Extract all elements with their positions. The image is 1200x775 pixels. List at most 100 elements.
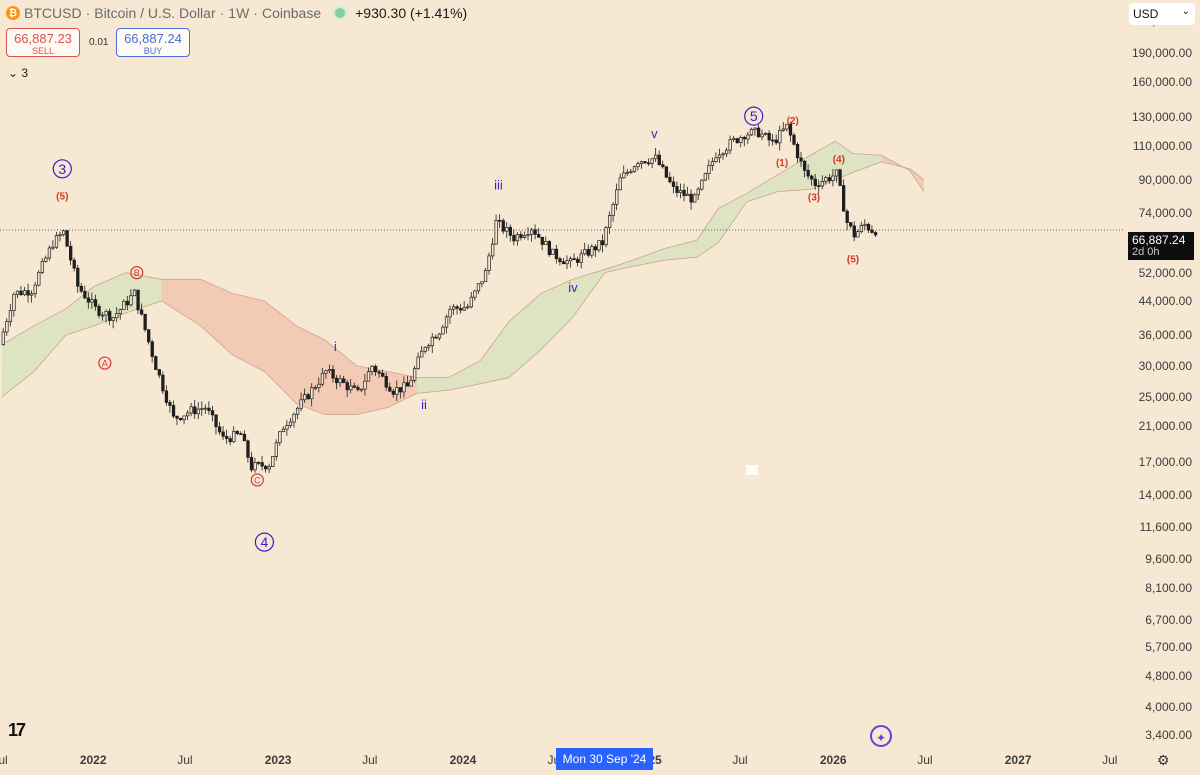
- candle-body: [221, 431, 225, 437]
- price-tick-label: 44,000.00: [1138, 293, 1192, 308]
- ichimoku-cloud-segment: [200, 279, 233, 355]
- candle-body: [125, 300, 130, 306]
- price-tick-label: 14,000.00: [1138, 487, 1192, 502]
- buy-button[interactable]: 66,887.24 BUY: [116, 28, 190, 57]
- candle-body: [345, 382, 349, 391]
- magic-wand-icon[interactable]: ✦: [870, 725, 892, 747]
- candle-body: [274, 442, 278, 457]
- ichimoku-cloud-segment: [480, 321, 510, 384]
- candle-body: [129, 295, 133, 306]
- sell-button[interactable]: 66,887.23 SELL: [6, 28, 80, 57]
- candle-body: [675, 186, 679, 193]
- candle-body: [746, 134, 750, 140]
- wave-label-circle: [98, 356, 112, 370]
- settings-gear-icon[interactable]: ⚙: [1157, 752, 1170, 768]
- candle-body: [178, 417, 183, 421]
- ichimoku-cloud-segment: [2, 325, 34, 397]
- candle-body: [756, 127, 761, 138]
- buy-price: 66,887.24: [124, 31, 182, 46]
- candle-body: [735, 138, 739, 143]
- symbol-header[interactable]: ₿ BTCUSD · Bitcoin / U.S. Dollar · 1W · …: [6, 5, 467, 21]
- wave-label: v: [651, 126, 658, 141]
- time-tick-label: Jul: [732, 753, 748, 767]
- candle-body: [292, 413, 296, 423]
- wave-label: 3: [58, 161, 66, 177]
- candle-body: [186, 412, 190, 417]
- candle-body: [448, 308, 452, 318]
- candle-body: [639, 161, 644, 164]
- candle-body: [494, 219, 498, 245]
- candle-body: [696, 188, 700, 196]
- candle-body: [661, 164, 665, 168]
- chevron-down-icon[interactable]: ⌄: [8, 66, 19, 80]
- candle-body: [342, 378, 346, 383]
- price-tick-label: 3,400.00: [1145, 727, 1192, 742]
- candle-body: [856, 231, 860, 238]
- candle-body: [728, 139, 732, 151]
- candle-body: [93, 299, 98, 307]
- candle-body: [682, 189, 686, 196]
- price-tick-label: 74,000.00: [1138, 205, 1192, 220]
- ichimoku-cloud-segment: [540, 279, 573, 350]
- candle-body: [671, 181, 676, 187]
- indicators-toggle[interactable]: ⌄ 3: [8, 66, 28, 80]
- wave-label: (3): [808, 193, 820, 204]
- candle-body: [498, 219, 502, 222]
- candle-body: [469, 296, 474, 308]
- separator: ·: [85, 5, 91, 21]
- wave-label: (5): [56, 191, 68, 202]
- candle-body: [136, 289, 140, 311]
- tradingview-logo[interactable]: 17: [8, 720, 26, 740]
- ichimoku-cloud-segment: [33, 308, 66, 372]
- candle-body: [5, 321, 9, 333]
- candle-body: [586, 249, 591, 256]
- candle-body: [115, 313, 119, 319]
- candle-body: [714, 157, 718, 162]
- candle-body: [604, 227, 608, 246]
- time-tick-label: Jul: [1102, 753, 1118, 767]
- candle-body: [533, 229, 537, 235]
- ichimoku-cloud-segment: [264, 300, 297, 404]
- candle-body: [572, 258, 576, 261]
- candle-body: [196, 408, 200, 415]
- price-axis[interactable]: 230,000.00190,000.00160,000.00130,000.00…: [1125, 0, 1200, 745]
- spread-value: 0.01: [89, 37, 109, 48]
- candle-body: [547, 241, 552, 255]
- candle-body: [242, 433, 247, 442]
- candle-body: [118, 309, 122, 314]
- ichimoku-cloud-segment: [324, 339, 357, 415]
- candle-body: [668, 176, 672, 183]
- candle-body: [703, 173, 708, 181]
- candle-body: [271, 456, 275, 467]
- candle-body: [654, 154, 658, 160]
- candle-body: [349, 385, 353, 391]
- candle-body: [295, 407, 300, 415]
- bar-countdown: 2d 0h: [1132, 246, 1160, 258]
- candle-body: [554, 248, 559, 260]
- candle-body: [239, 433, 243, 435]
- candle-body: [526, 234, 530, 236]
- price-tick-label: 4,000.00: [1145, 700, 1192, 715]
- candle-body: [90, 299, 94, 303]
- candle-body: [161, 374, 165, 392]
- candle-body: [529, 229, 534, 235]
- candle-body: [111, 317, 115, 321]
- currency-select[interactable]: USD ⌄: [1129, 3, 1195, 25]
- candle-body: [508, 226, 513, 236]
- candle-body: [40, 261, 44, 273]
- symbol-ticker[interactable]: BTCUSD: [24, 5, 82, 21]
- interval-label[interactable]: 1W: [228, 5, 250, 21]
- chart-area[interactable]: 3 (5) B A C 4 i ii iii iv v 5 (2) (1) (3) (4) (5): [0, 0, 1125, 745]
- candle-body: [147, 329, 151, 343]
- candle-body: [51, 246, 55, 249]
- candle-body: [646, 162, 651, 165]
- candle-body: [377, 371, 381, 374]
- candle-body: [278, 431, 282, 444]
- ichimoku-cloud-segment: [852, 153, 882, 173]
- candle-body: [313, 387, 317, 389]
- price-tick-label: 11,600.00: [1139, 519, 1193, 534]
- time-tick-label: Jul: [917, 753, 933, 767]
- candle-body: [381, 372, 385, 377]
- market-status-icon[interactable]: [333, 6, 348, 20]
